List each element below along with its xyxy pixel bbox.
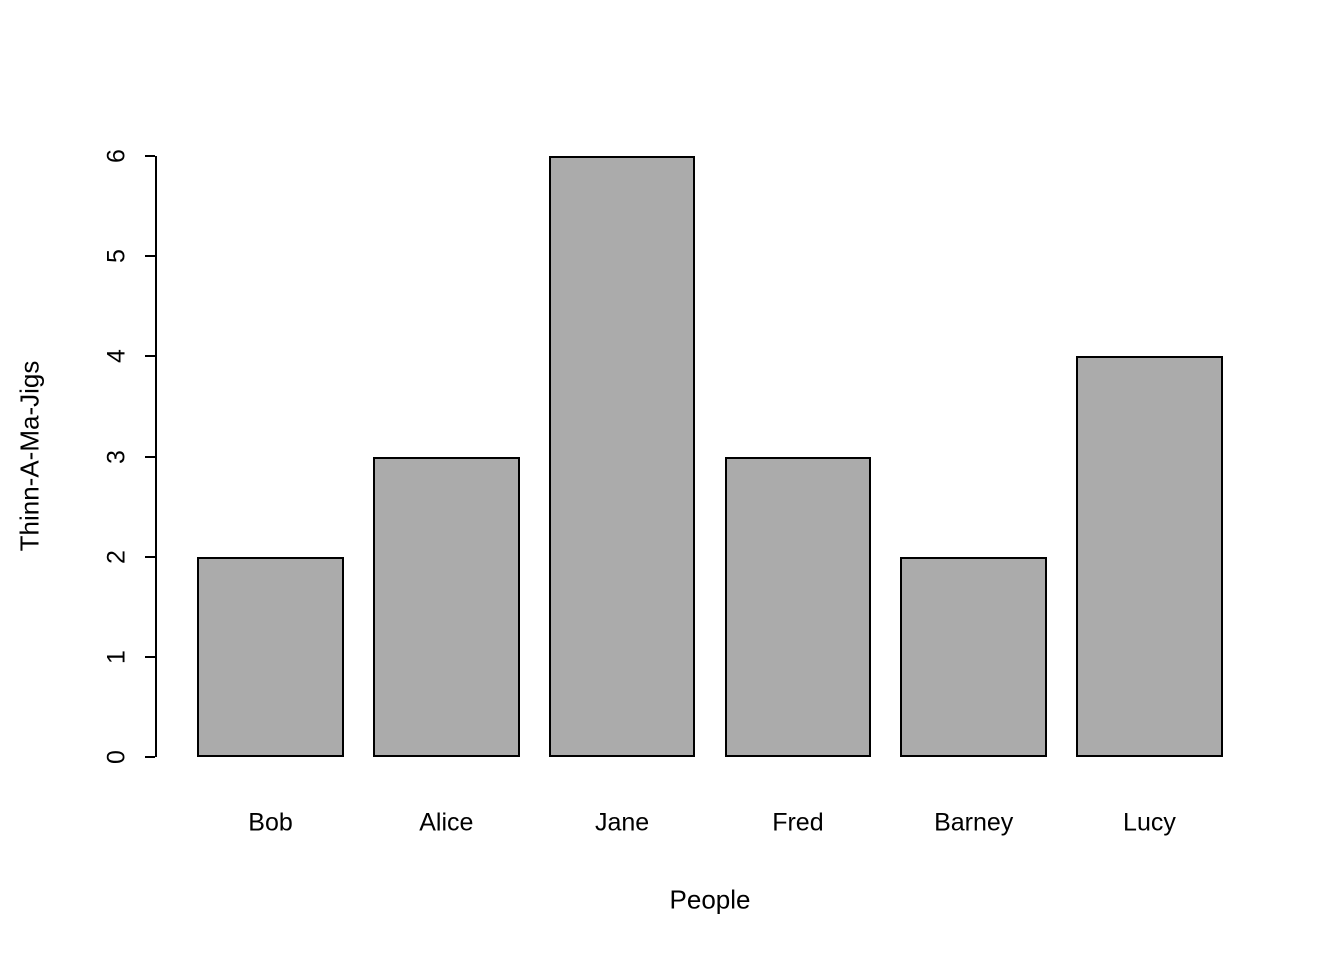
y-tick-label: 1 — [102, 649, 131, 664]
x-tick-label: Jane — [594, 808, 650, 837]
y-tick-mark — [145, 255, 155, 258]
x-tick-label: Fred — [772, 808, 824, 837]
bar-fred — [724, 456, 872, 757]
bar-barney — [900, 556, 1047, 757]
y-tick-label: 2 — [102, 549, 131, 564]
x-tick-label: Bob — [248, 808, 293, 837]
bar-alice — [373, 456, 520, 757]
y-tick-mark — [145, 155, 155, 157]
y-tick-label: 4 — [102, 349, 131, 364]
y-tick-label: 6 — [102, 149, 131, 163]
bar-bob — [197, 556, 344, 757]
y-tick-label: 5 — [102, 249, 131, 264]
y-tick-mark — [145, 655, 155, 658]
y-tick-label: 3 — [102, 449, 131, 464]
y-tick-mark — [145, 756, 155, 758]
bar-lucy — [1076, 356, 1223, 757]
y-tick-mark — [145, 555, 155, 558]
y-tick-mark — [145, 355, 155, 358]
y-tick-mark — [145, 455, 155, 458]
x-tick-label: Lucy — [1123, 808, 1176, 837]
x-tick-label: Barney — [934, 808, 1014, 837]
x-axis-title: People — [669, 884, 751, 915]
y-axis-line — [155, 156, 157, 757]
x-tick-label: Alice — [419, 808, 474, 837]
y-tick-label: 0 — [102, 750, 131, 764]
y-axis-title: Thinn-A-Ma-Jigs — [14, 360, 45, 552]
bar-jane — [548, 156, 696, 757]
